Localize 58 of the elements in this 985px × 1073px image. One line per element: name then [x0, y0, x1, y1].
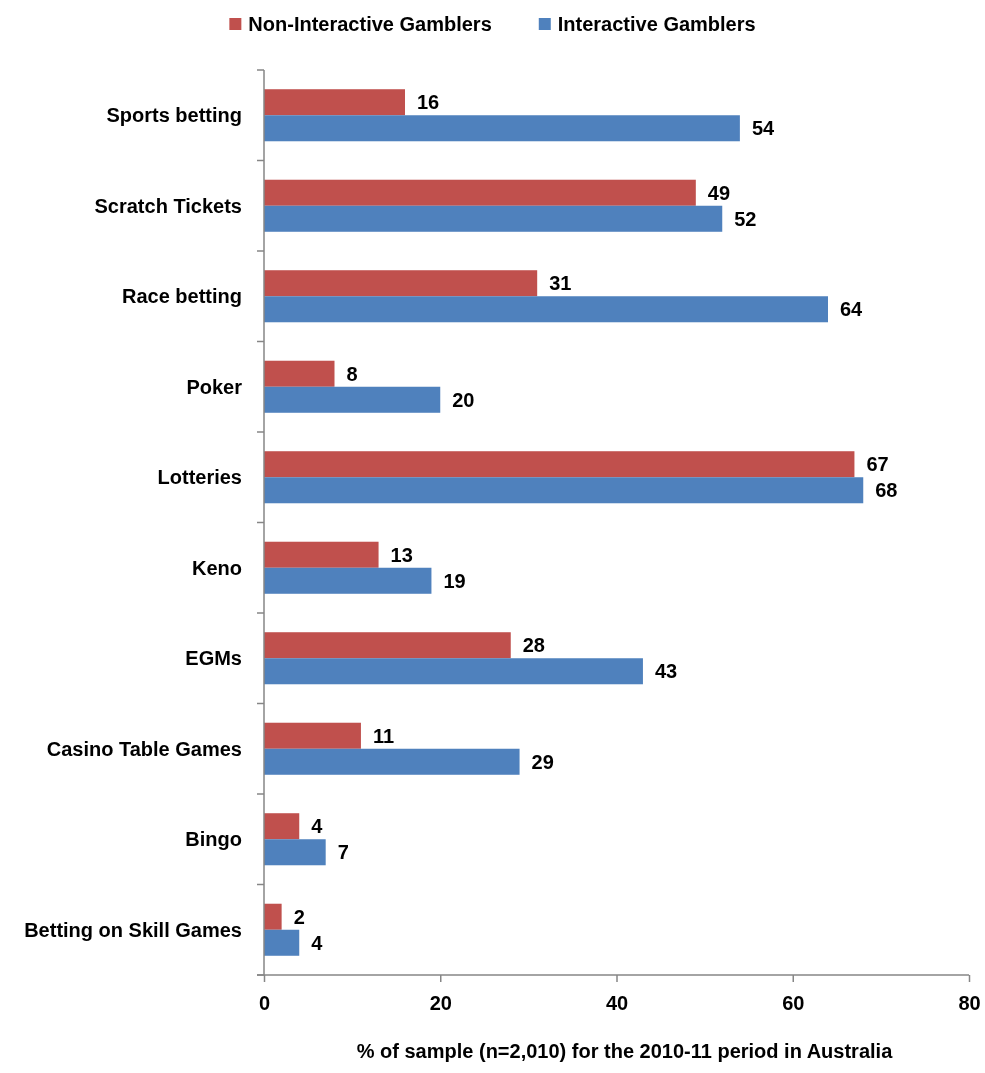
- bar: [264, 386, 441, 413]
- data-label: 67: [866, 453, 889, 476]
- bar: [264, 839, 326, 866]
- bar: [264, 179, 696, 206]
- y-tick-label: Scratch Tickets: [94, 194, 242, 217]
- bar: [264, 658, 643, 685]
- bar: [264, 903, 282, 930]
- bar: [264, 541, 379, 568]
- data-label: 16: [417, 91, 440, 114]
- x-tick-label: 20: [429, 992, 452, 1015]
- x-tick-label: 40: [605, 992, 629, 1015]
- bar: [264, 451, 855, 478]
- data-label: 54: [751, 117, 775, 140]
- y-tick-label: Betting on Skill Games: [24, 918, 242, 941]
- bar: [264, 929, 300, 956]
- x-tick-label: 80: [958, 992, 981, 1015]
- data-label: 31: [549, 272, 572, 295]
- data-label: 28: [522, 634, 545, 657]
- y-tick-label: Race betting: [121, 285, 242, 308]
- x-axis-title: % of sample (n=2,010) for the 2010-11 period in Australia: [356, 1040, 894, 1062]
- y-tick-label: Bingo: [185, 828, 242, 851]
- data-label: 52: [734, 207, 757, 230]
- bar: [264, 296, 828, 323]
- bar: [264, 360, 335, 387]
- data-label: 2: [293, 905, 305, 928]
- data-label: 64: [840, 298, 864, 321]
- data-label: 13: [390, 543, 413, 566]
- legend-label: Interactive Gamblers: [557, 13, 756, 35]
- data-label: 20: [452, 388, 475, 411]
- y-tick-label: EGMs: [185, 647, 242, 670]
- bar: [264, 115, 740, 142]
- y-tick-label: Casino Table Games: [46, 737, 242, 760]
- data-label: 29: [531, 750, 554, 773]
- y-tick-label: Keno: [192, 556, 242, 579]
- data-label: 11: [372, 724, 395, 747]
- data-label: 43: [654, 660, 678, 683]
- bar: [264, 477, 864, 504]
- bar: [264, 567, 432, 594]
- y-tick-label: Lotteries: [157, 466, 242, 489]
- bar: [264, 89, 405, 116]
- bar: [264, 632, 511, 659]
- x-tick-label: 60: [782, 992, 805, 1015]
- bar: [264, 748, 520, 775]
- legend-label: Non-Interactive Gamblers: [248, 13, 492, 35]
- data-label: 8: [346, 362, 358, 385]
- data-label: 7: [337, 841, 349, 864]
- bar: [264, 722, 361, 749]
- data-label: 19: [443, 569, 466, 592]
- x-tick-label: 0: [258, 992, 271, 1015]
- data-label: 4: [311, 931, 324, 954]
- bar: [264, 205, 723, 232]
- y-tick-label: Poker: [186, 375, 243, 398]
- data-label: 4: [311, 815, 324, 838]
- bar: [264, 270, 538, 297]
- bar: [264, 813, 300, 840]
- data-label: 68: [875, 479, 898, 502]
- data-label: 49: [707, 181, 731, 204]
- y-tick-label: Sports betting: [106, 104, 242, 127]
